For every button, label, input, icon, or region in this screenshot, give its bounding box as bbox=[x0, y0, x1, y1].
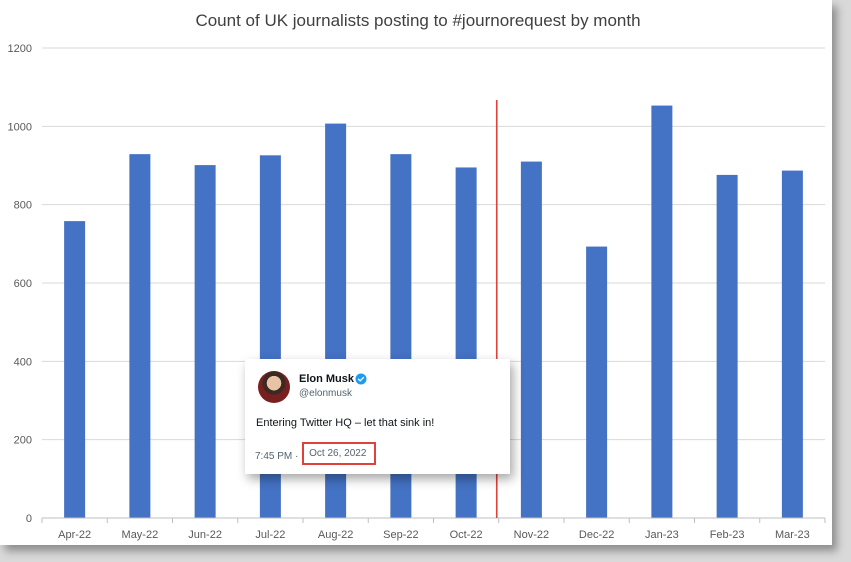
bar-feb-23 bbox=[716, 174, 738, 518]
y-tick-label: 1000 bbox=[8, 121, 32, 133]
tweet-date: Oct 26, 2022 bbox=[309, 448, 367, 459]
x-tick-label: Mar-23 bbox=[775, 529, 810, 541]
tweet-date-highlight: Oct 26, 2022 bbox=[302, 442, 377, 465]
x-tick-label: Dec-22 bbox=[579, 529, 614, 541]
y-tick-label: 1200 bbox=[8, 43, 32, 55]
x-axis: Apr-22 May-22 Jun-22 Jul-22 Aug-22 Sep-22 Oct-… bbox=[41, 517, 826, 541]
chart-title: Count of UK journalists posting to #jour… bbox=[195, 11, 640, 30]
x-tick-label: Sep-22 bbox=[383, 529, 418, 541]
bar-may-22 bbox=[129, 154, 151, 518]
y-tick-label: 600 bbox=[14, 278, 32, 290]
tweet-meta: 7:45 PM · Oct 26, 2022 bbox=[255, 442, 377, 468]
tweet-time: 7:45 PM bbox=[255, 451, 293, 462]
x-tick-label: Apr-22 bbox=[58, 529, 91, 541]
x-tick-label: Oct-22 bbox=[450, 529, 483, 541]
x-tick-label: Nov-22 bbox=[514, 529, 549, 541]
tweet-author-handle: @elonmusk bbox=[299, 388, 352, 399]
x-tick-label: May-22 bbox=[122, 529, 159, 541]
bar-dec-22 bbox=[586, 246, 608, 518]
tweet-author-name: Elon Musk bbox=[299, 373, 355, 385]
tweet-card: Elon Musk @elonmusk Entering Twitter HQ … bbox=[245, 359, 510, 474]
bar-mar-23 bbox=[781, 170, 803, 518]
bar-jun-22 bbox=[194, 165, 216, 518]
bar-apr-22 bbox=[64, 221, 86, 518]
bar-nov-22 bbox=[520, 161, 542, 519]
x-tick-label: Jan-23 bbox=[645, 529, 679, 541]
x-tick-label: Jul-22 bbox=[255, 529, 285, 541]
tweet-text: Entering Twitter HQ – let that sink in! bbox=[256, 417, 435, 429]
y-axis: 0 200 400 600 800 1000 1200 bbox=[8, 43, 32, 525]
chart-frame: Count of UK journalists posting to #jour… bbox=[0, 0, 832, 545]
x-tick-label: Feb-23 bbox=[710, 529, 745, 541]
y-tick-label: 400 bbox=[14, 356, 32, 368]
y-tick-label: 0 bbox=[26, 513, 32, 525]
avatar bbox=[258, 371, 290, 403]
y-tick-label: 800 bbox=[14, 200, 32, 212]
verified-badge-icon bbox=[355, 373, 367, 385]
tweet-separator: · bbox=[295, 451, 299, 462]
x-tick-label: Jun-22 bbox=[188, 529, 222, 541]
bar-jan-23 bbox=[651, 105, 673, 518]
x-tick-label: Aug-22 bbox=[318, 529, 353, 541]
y-tick-label: 200 bbox=[14, 435, 32, 447]
